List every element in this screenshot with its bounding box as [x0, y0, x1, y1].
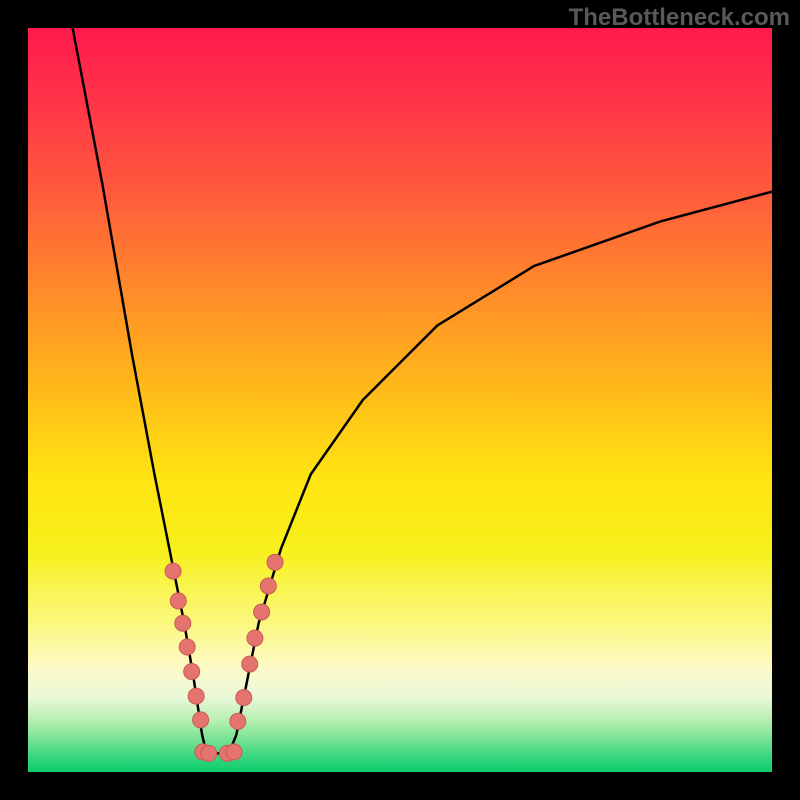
marker-point	[184, 664, 200, 680]
marker-point	[254, 604, 270, 620]
marker-point	[242, 656, 258, 672]
bottleneck-chart	[0, 0, 800, 800]
marker-point	[230, 713, 246, 729]
marker-point	[175, 615, 191, 631]
marker-point	[201, 745, 217, 761]
marker-point	[188, 688, 204, 704]
marker-point	[247, 630, 263, 646]
marker-point	[193, 712, 209, 728]
marker-point	[179, 639, 195, 655]
marker-point	[236, 690, 252, 706]
marker-point	[170, 593, 186, 609]
marker-point	[165, 563, 181, 579]
marker-point	[226, 744, 242, 760]
marker-point	[260, 578, 276, 594]
marker-point	[267, 554, 283, 570]
watermark-text: TheBottleneck.com	[569, 4, 790, 32]
